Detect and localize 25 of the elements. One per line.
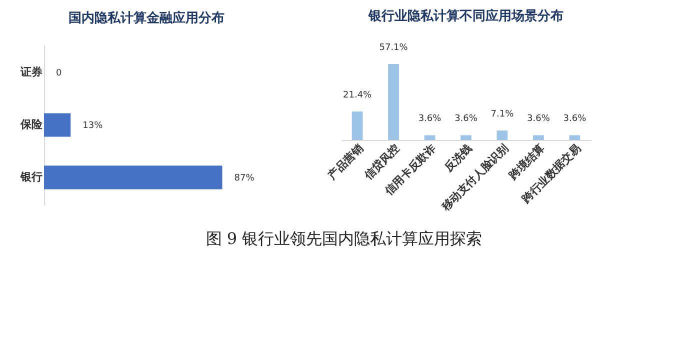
chart-title: 银行业隐私计算不同应用场景分布 [368, 8, 564, 24]
caption: 图 9 银行业领先国内隐私计算应用探索 [206, 229, 482, 248]
bar [533, 135, 544, 140]
y-tick-label: 银行 [20, 170, 42, 184]
bar [388, 64, 399, 140]
bar [496, 130, 508, 140]
data-label: 21.4% [343, 90, 372, 101]
data-label: 3.6% [563, 114, 587, 124]
x-tick-label: 产品营销 [324, 142, 366, 183]
bar [460, 135, 472, 140]
data-label: 3.6% [418, 114, 442, 124]
data-label: 13% [82, 121, 104, 131]
x-tick-label: 反洗钱 [441, 142, 474, 176]
data-label: 87% [234, 173, 255, 184]
data-label: 57.1% [379, 43, 408, 53]
data-label: 3.6% [454, 114, 478, 124]
data-label: 7.1% [490, 110, 514, 120]
bar [569, 135, 580, 140]
y-tick-label: 证券 [20, 66, 44, 79]
data-label: 0 [56, 68, 62, 79]
chart-title: 国内隐私计算金融应用分布 [68, 10, 224, 26]
bar [424, 135, 436, 140]
data-label: 3.6% [527, 114, 550, 124]
y-tick-label: 保险 [20, 118, 44, 131]
bar [352, 112, 363, 140]
